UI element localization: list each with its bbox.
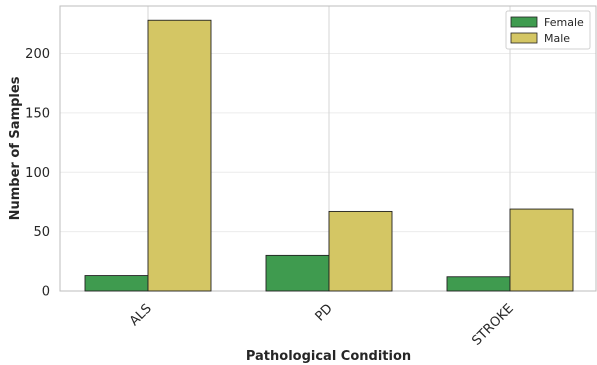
legend-label-male: Male xyxy=(544,32,570,45)
legend-swatch-female xyxy=(510,16,538,28)
bars xyxy=(84,19,574,292)
y-tick-label: 50 xyxy=(33,225,50,240)
x-tick-labels: ALS PD STROKE xyxy=(127,301,517,349)
y-tick-label: 150 xyxy=(25,106,50,121)
x-axis-title: Pathological Condition xyxy=(246,349,411,364)
x-tick-label: PD xyxy=(313,301,336,324)
y-tick-label: 100 xyxy=(25,166,50,181)
bar-male-stroke xyxy=(509,208,574,292)
bar-male-pd xyxy=(328,210,393,292)
x-tick-label: STROKE xyxy=(469,301,517,349)
legend-label-female: Female xyxy=(544,16,584,29)
y-axis-title: Number of Samples xyxy=(8,76,23,220)
y-tick-label: 0 xyxy=(42,285,50,300)
legend[interactable]: Female Male xyxy=(505,10,591,50)
x-tick-label: ALS xyxy=(127,301,155,329)
bar-male-als xyxy=(147,19,212,292)
y-tick-label: 200 xyxy=(25,47,50,62)
bar-female-stroke xyxy=(446,276,511,292)
y-tick-labels: 0 50 100 150 200 xyxy=(25,47,50,300)
bar-female-pd xyxy=(265,254,330,292)
bar-female-als xyxy=(84,275,149,292)
legend-swatch-male xyxy=(510,32,538,44)
